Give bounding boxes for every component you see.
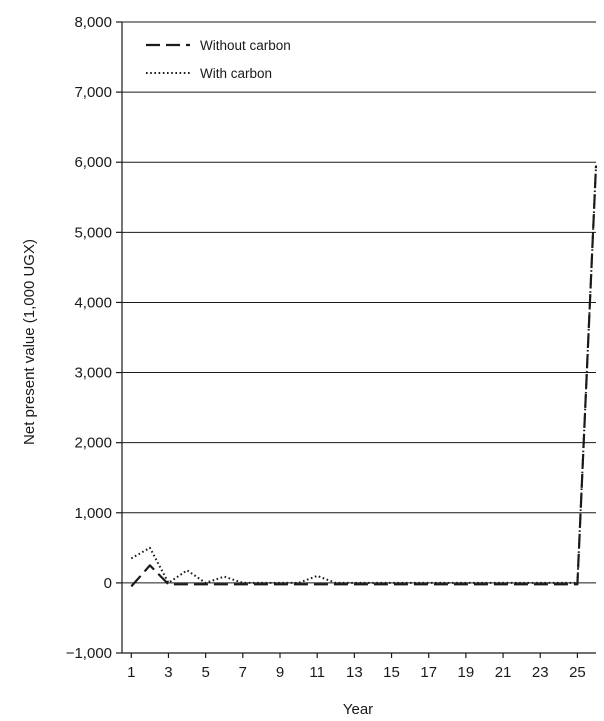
x-tick-label: 17 xyxy=(420,664,437,681)
y-tick-labels: −1,000 0 1,000 2,000 3,000 4,000 5,000 6,000 7,0… xyxy=(66,14,112,662)
y-tick-label: 2,000 xyxy=(74,435,112,452)
y-tick-label: −1,000 xyxy=(66,645,112,662)
x-tick-label: 3 xyxy=(164,664,172,681)
x-tick-label: 23 xyxy=(532,664,549,681)
gridlines xyxy=(122,21,596,584)
series-lines xyxy=(130,165,598,588)
y-tick-label: 3,000 xyxy=(74,365,112,382)
legend-label-with-carbon: With carbon xyxy=(200,66,272,81)
axes xyxy=(116,21,596,658)
y-tick-label: 5,000 xyxy=(74,224,112,241)
x-tick-label: 11 xyxy=(309,664,325,681)
legend-label-without-carbon: Without carbon xyxy=(200,38,291,53)
y-tick-label: 0 xyxy=(104,575,112,592)
x-tick-label: 15 xyxy=(383,664,400,681)
x-tick-label: 7 xyxy=(239,664,247,681)
y-tick-label: 4,000 xyxy=(74,294,112,311)
x-tick-label: 25 xyxy=(569,664,586,681)
y-tick-label: 7,000 xyxy=(74,84,112,101)
y-axis-title: Net present value (1,000 UGX) xyxy=(21,239,38,445)
y-tick-label: 8,000 xyxy=(74,14,112,31)
x-tick-label: 19 xyxy=(458,664,475,681)
x-axis-title: Year xyxy=(343,701,373,718)
x-tick-label: 5 xyxy=(201,664,209,681)
series-line-with-carbon xyxy=(130,165,597,584)
series-line-without-carbon xyxy=(130,165,598,588)
x-tick-labels: 1 3 5 7 9 11 13 15 17 19 21 23 25 xyxy=(127,664,586,681)
x-tick-label: 9 xyxy=(276,664,284,681)
legend: Without carbon With carbon xyxy=(146,38,291,81)
y-tick-label: 6,000 xyxy=(74,154,112,171)
x-tick-label: 21 xyxy=(495,664,512,681)
x-tick-label: 13 xyxy=(346,664,363,681)
x-tick-label: 1 xyxy=(127,664,135,681)
y-tick-label: 1,000 xyxy=(74,505,112,522)
